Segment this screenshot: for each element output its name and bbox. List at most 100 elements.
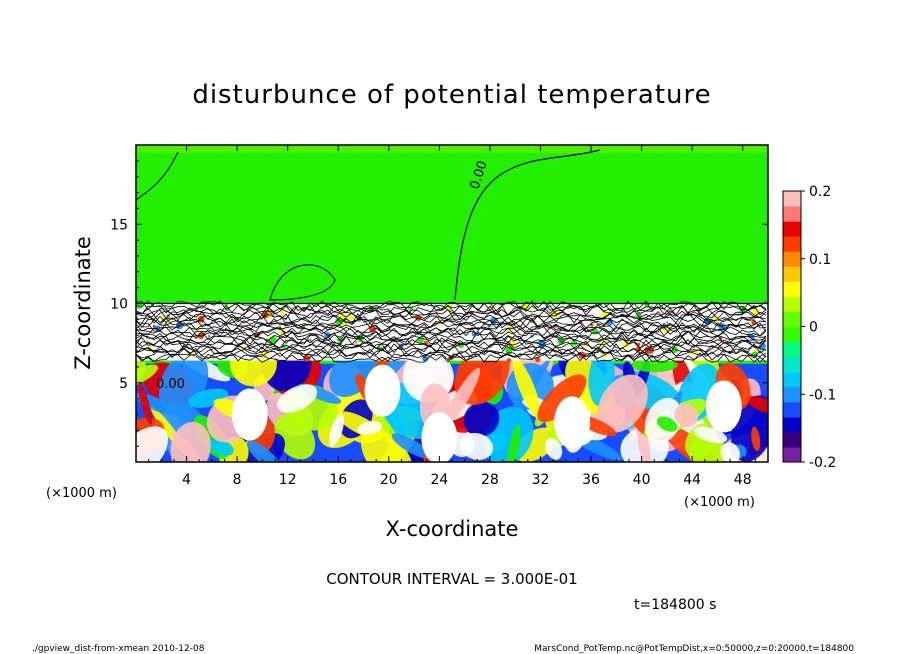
field-cell: [364, 364, 401, 417]
contour-line: [136, 300, 767, 312]
colorbar-swatch: [783, 296, 801, 312]
colorbar-swatch: [783, 446, 801, 463]
contour-line: [136, 339, 767, 350]
colorbar-swatch: [783, 221, 801, 237]
interface-speck: [758, 342, 766, 350]
colorbar-swatch: [783, 191, 801, 207]
y-tick-label: 15: [110, 217, 128, 233]
field-patch: [277, 384, 318, 413]
x-tick-label: 36: [582, 472, 600, 488]
contour-line: [136, 347, 767, 359]
field-patch: [597, 374, 648, 433]
field-patch: [136, 364, 159, 389]
contour-line: [136, 313, 767, 325]
colorbar-swatch: [783, 266, 801, 282]
field-patch: [357, 421, 382, 435]
time-text: t=184800 s: [634, 597, 716, 613]
top-band: [136, 145, 768, 153]
colorbar-swatch: [783, 371, 801, 388]
contour-line: [136, 317, 767, 329]
x-tick-label: 32: [532, 472, 550, 488]
colorbar-swatch: [783, 311, 801, 327]
x-tick-label: 12: [279, 472, 297, 488]
colorbar-swatch: [783, 281, 801, 297]
interface-speck: [355, 341, 358, 344]
field-patch: [329, 413, 345, 447]
field-patch: [537, 374, 587, 423]
field-patch: [720, 442, 740, 462]
colorbar-tick-label: 0.2: [809, 184, 831, 200]
interface-speck: [534, 312, 538, 316]
field-patch: [656, 416, 678, 432]
field-patch: [136, 426, 168, 462]
field-patch: [443, 368, 481, 426]
interface-speck: [739, 305, 746, 313]
colorbar-swatch: [783, 326, 801, 343]
field-cell: [231, 388, 268, 441]
interface-speck: [534, 356, 541, 363]
field-patch: [506, 425, 521, 462]
x-tick-label: 40: [633, 472, 651, 488]
x-tick-label: 48: [734, 472, 752, 488]
field-patch: [751, 426, 761, 452]
contour-line: [136, 308, 767, 321]
x-unit-right: (×1000 m): [684, 495, 755, 510]
y-tick-label: 5: [119, 376, 128, 392]
colorbar-swatch: [783, 401, 801, 418]
footer-right: MarsCond_PotTemp.nc@PotTempDist,x=0:5000…: [534, 644, 854, 654]
field-patch: [463, 401, 500, 437]
colorbar-swatch: [783, 206, 801, 222]
colorbar-swatch: [783, 431, 801, 448]
x-unit-left: (×1000 m): [46, 486, 117, 501]
contour-line: [136, 351, 767, 363]
field-cell: [705, 380, 742, 433]
interface-speck: [643, 301, 650, 307]
interface-speck: [262, 311, 269, 319]
contour-line: [136, 321, 767, 334]
field-patch: [391, 433, 431, 459]
contour-line: [136, 347, 767, 359]
x-tick-label: 16: [329, 472, 347, 488]
contour-line-zero: [454, 149, 601, 301]
contour-line: [136, 343, 767, 355]
x-axis-label: X-coordinate: [386, 517, 519, 541]
interface-speck: [571, 339, 578, 346]
field-patch: [138, 383, 153, 425]
colorbar-swatch: [783, 251, 801, 267]
colorbar-swatch: [783, 416, 801, 433]
colorbar-swatch: [783, 341, 801, 358]
field-patch: [459, 432, 494, 460]
contour-line: [136, 304, 767, 316]
interface-speck: [666, 321, 669, 324]
footer-left: ./gpview_dist-from-xmean 2010-12-08: [32, 644, 205, 654]
interface-speck: [207, 335, 211, 338]
field-patch: [545, 437, 563, 460]
contour-label-lower: 0.00: [156, 377, 185, 392]
interface-speck: [683, 328, 687, 332]
plot-area: [136, 145, 768, 462]
field-patch: [674, 403, 699, 428]
colorbar-swatch: [783, 386, 801, 403]
interface-speck: [225, 304, 229, 307]
field-patch: [746, 395, 768, 416]
interface-speck: [169, 336, 173, 340]
x-tick-label: 28: [481, 472, 499, 488]
interface-speck: [279, 310, 285, 316]
contour-loop: [269, 264, 336, 301]
contour-line: [136, 330, 767, 342]
field-patch: [512, 357, 541, 419]
interface-speck: [644, 346, 653, 354]
interface-speck: [369, 325, 376, 333]
interface-speck: [506, 358, 512, 363]
contour-line: [136, 322, 767, 333]
colorbar-tick-label: -0.1: [809, 387, 836, 403]
x-tick-label: 8: [233, 472, 242, 488]
contour-interval-text: CONTOUR INTERVAL = 3.000E-01: [326, 570, 577, 588]
field-cell: [421, 412, 458, 462]
interface-speck: [348, 315, 354, 321]
chart-title: disturbunce of potential temperature: [192, 80, 711, 110]
x-tick-label: 20: [380, 472, 398, 488]
colorbar-tick-label: 0.1: [809, 252, 831, 268]
colorbar-swatch: [783, 236, 801, 252]
